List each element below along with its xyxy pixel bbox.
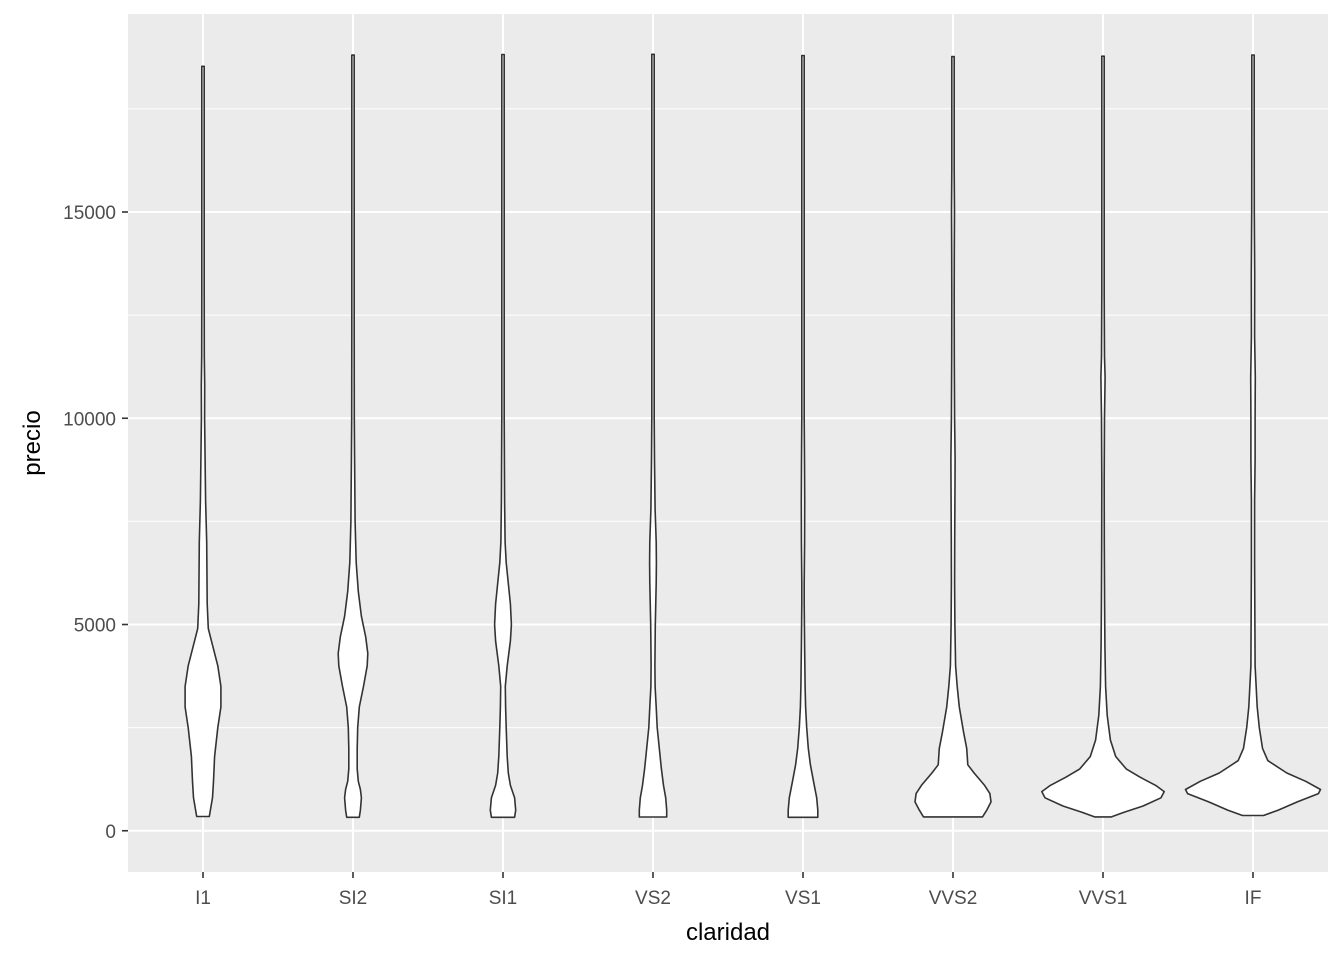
x-tick-label: SI2 [339,888,368,909]
x-tick-label: IF [1245,888,1262,909]
violins [184,53,1322,819]
violin-vvs1 [1041,55,1165,818]
plot-panel [128,14,1328,872]
y-axis-title: precio [19,410,46,475]
violin-if [1184,54,1322,817]
violin-si1 [489,53,517,819]
x-tick-label: VS2 [635,888,671,909]
violin-si2 [337,54,369,819]
y-tick-label: 5000 [74,616,116,637]
x-tick-label: SI1 [489,888,518,909]
violin-vs1 [787,54,819,819]
x-tick-label: VS1 [785,888,821,909]
violin-vs2 [638,53,668,818]
x-axis-title: claridad [686,919,770,946]
axes: 0 5000 10000 15000 I1 SI2 SI1 VS2 VS1 VVS2 VVS1 IF [63,203,1261,909]
y-tick-label: 10000 [63,409,116,430]
x-tick-label: VVS1 [1079,888,1128,909]
y-tick-label: 15000 [63,203,116,224]
violin-vvs2 [914,55,992,818]
x-tick-label: I1 [195,888,211,909]
y-tick-label: 0 [105,822,116,843]
x-tick-label: VVS2 [929,888,978,909]
violin-i1 [184,65,222,818]
